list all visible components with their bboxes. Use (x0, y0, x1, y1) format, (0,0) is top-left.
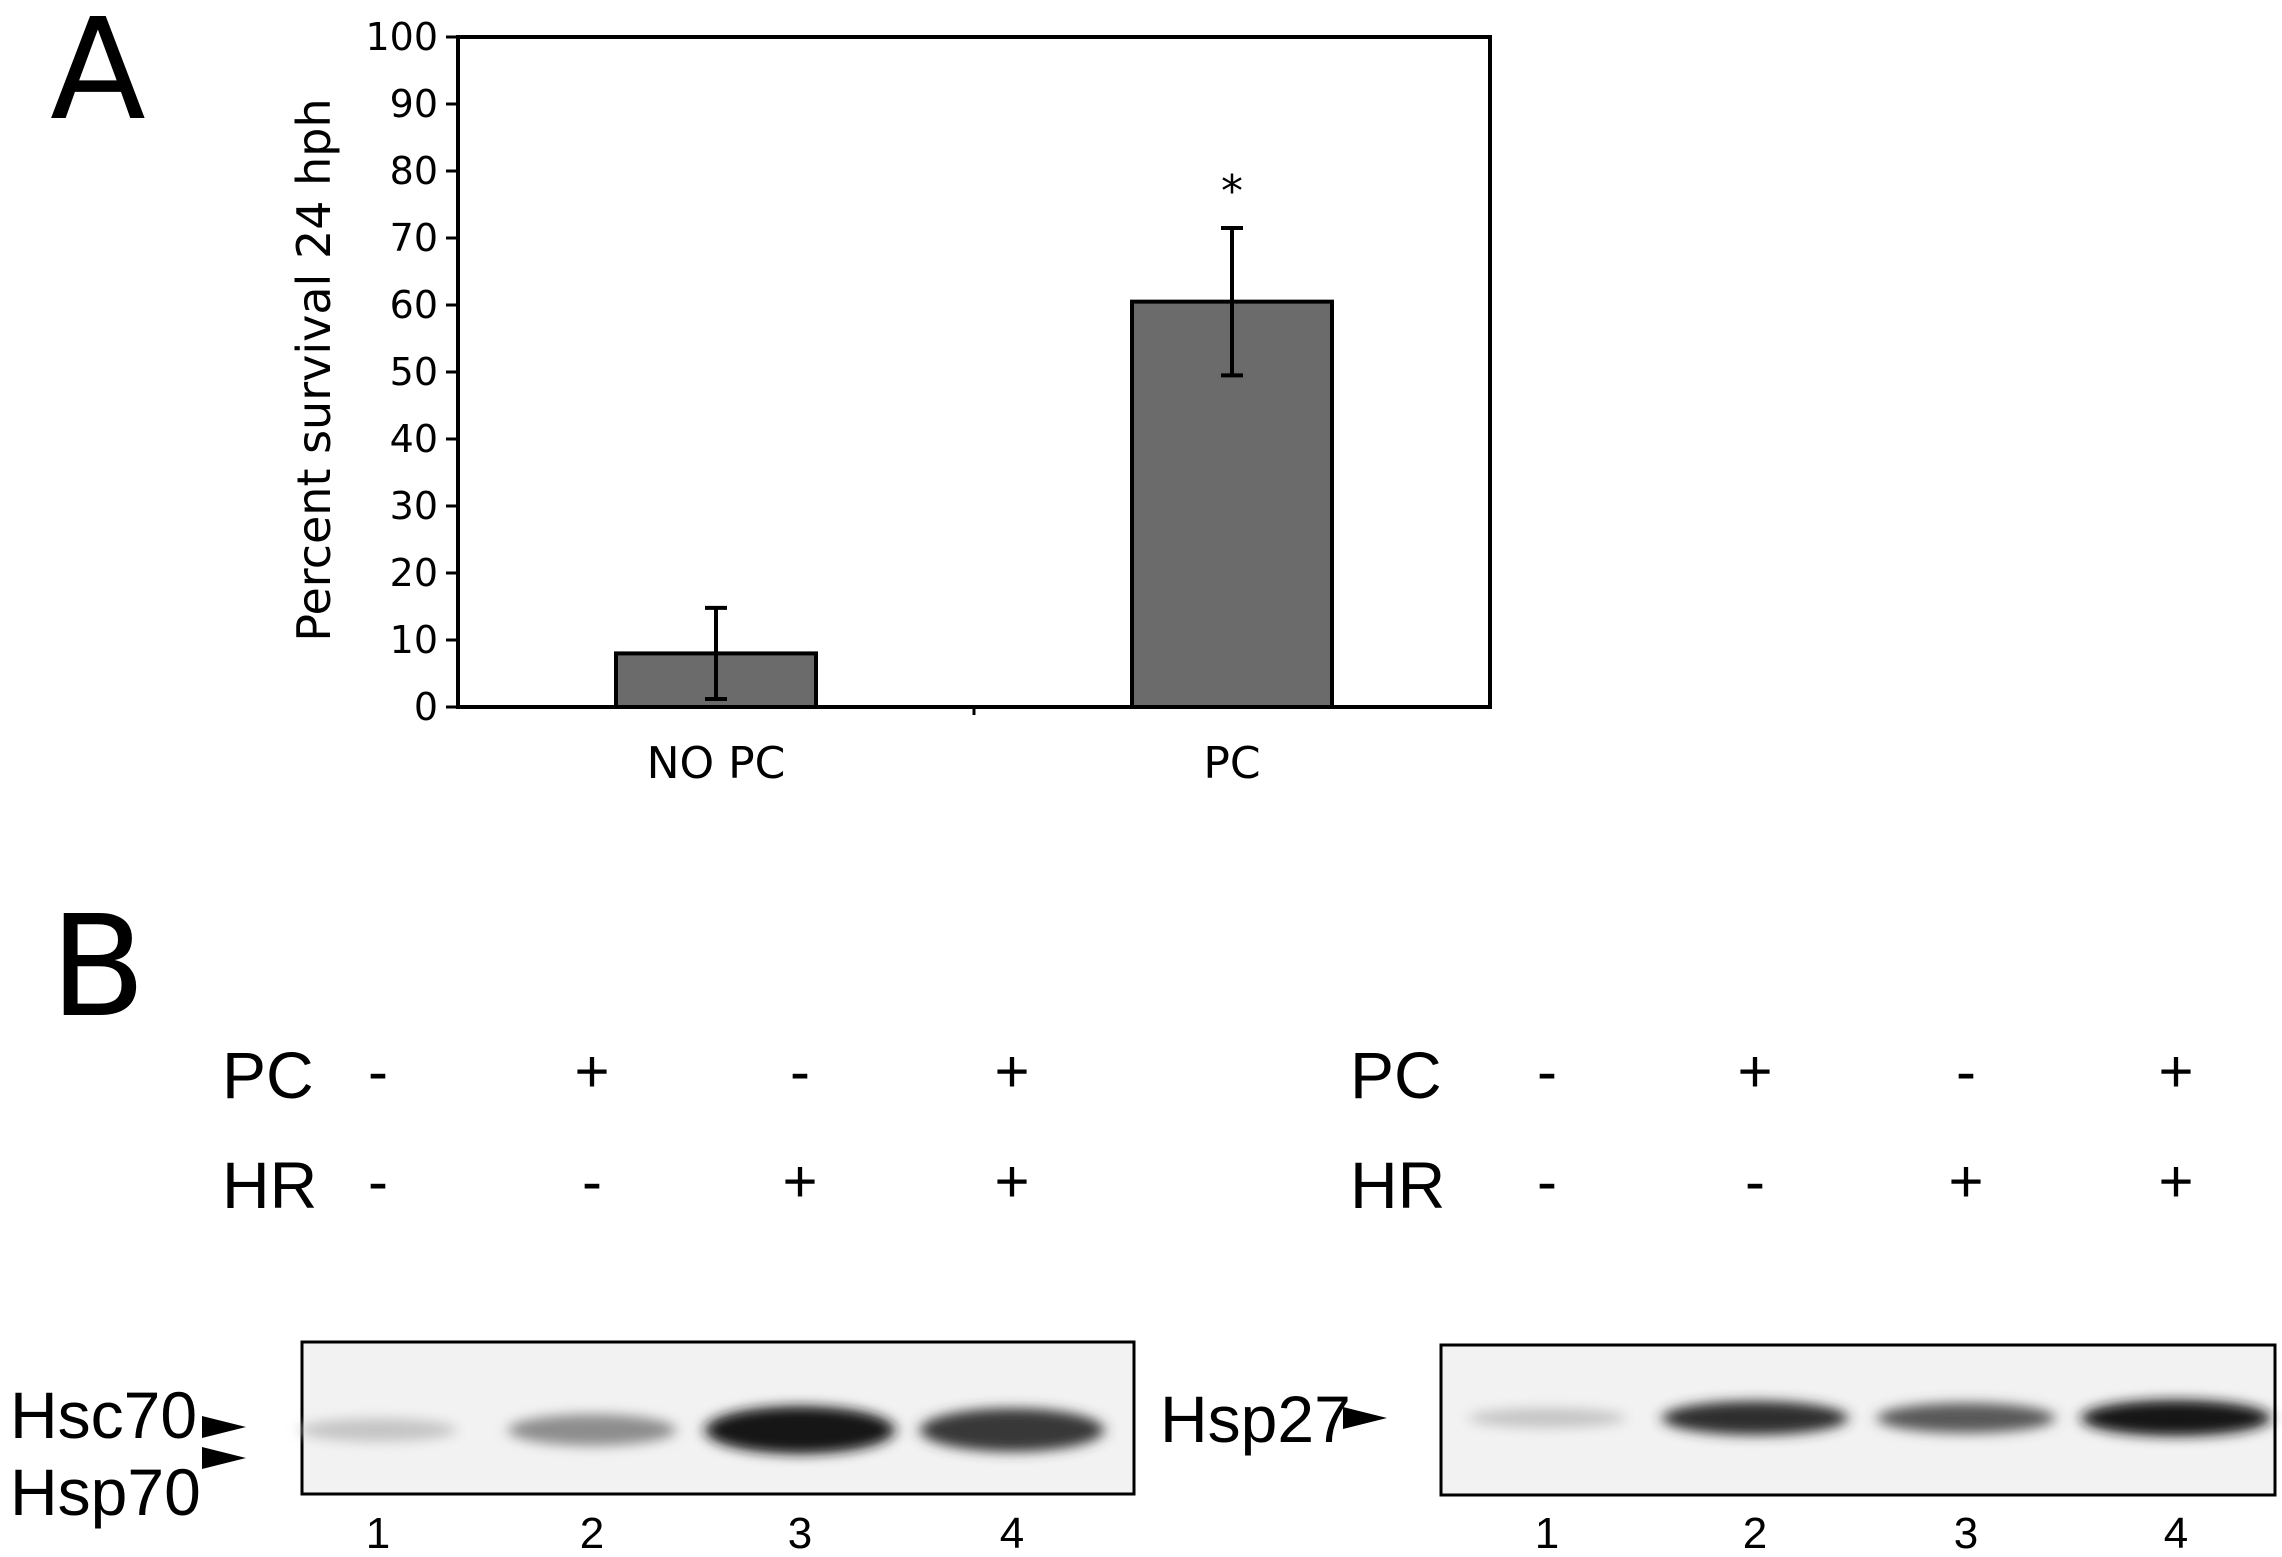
protein-label: Hsp27 (1160, 1382, 1351, 1456)
y-axis-label: Percent survival 24 hph (287, 98, 341, 641)
x-category-label: PC (1203, 738, 1260, 789)
lane-number: 1 (366, 1509, 390, 1557)
y-tick-label: 40 (390, 417, 438, 461)
y-tick-label: 20 (390, 551, 438, 595)
protein-band (299, 1418, 457, 1442)
condition-label: HR (222, 1148, 317, 1222)
y-tick-label: 90 (390, 82, 438, 126)
protein-band (1662, 1401, 1848, 1435)
lane-number: 3 (788, 1509, 812, 1557)
y-tick-label: 0 (414, 685, 438, 729)
condition-sign: + (994, 1038, 1029, 1105)
significance-marker: * (1221, 166, 1243, 217)
condition-sign: - (1956, 1038, 1976, 1105)
bars: * (614, 166, 1334, 710)
protein-band (2081, 1400, 2271, 1436)
lane-number: 1 (1535, 1509, 1559, 1557)
condition-sign: + (1948, 1148, 1983, 1215)
condition-sign: + (1737, 1038, 1772, 1105)
panel-b-label: B (50, 886, 146, 1049)
protein-band (508, 1414, 676, 1446)
protein-label: Hsp70 (10, 1455, 201, 1529)
protein-band (1468, 1408, 1626, 1428)
blot-hsp27: PC - + - + HR - - + + Hsp27 1 2 3 4 (1160, 1038, 2277, 1557)
protein-label: Hsc70 (10, 1378, 197, 1452)
condition-label: HR (1350, 1148, 1445, 1222)
condition-sign: - (1537, 1148, 1557, 1215)
survival-bar-chart: 0 10 20 30 40 50 60 70 80 90 100 NO PC PC * Percent… (287, 15, 1492, 789)
y-tick-label: 60 (390, 283, 438, 327)
condition-sign: - (1745, 1148, 1765, 1215)
x-axis-categories: NO PC PC (647, 707, 1261, 789)
condition-sign: + (574, 1038, 609, 1105)
lane-number: 4 (1000, 1509, 1024, 1557)
x-category-label: NO PC (647, 738, 786, 789)
y-axis-ticks: 0 10 20 30 40 50 60 70 80 90 100 (365, 15, 458, 729)
y-tick-label: 70 (390, 216, 438, 260)
band-arrow-icon (1343, 1407, 1387, 1429)
condition-sign: - (368, 1148, 388, 1215)
condition-sign: + (782, 1148, 817, 1215)
condition-sign: + (2158, 1038, 2193, 1105)
band-arrow-icon (202, 1416, 246, 1438)
condition-sign: - (368, 1038, 388, 1105)
condition-label: PC (222, 1038, 314, 1112)
panel-a-label: A (50, 0, 146, 152)
lane-number: 2 (580, 1509, 604, 1557)
condition-label: PC (1350, 1038, 1442, 1112)
protein-band (1877, 1403, 2055, 1433)
lane-number: 2 (1743, 1509, 1767, 1557)
condition-sign: - (1537, 1038, 1557, 1105)
y-tick-label: 10 (390, 618, 438, 662)
condition-sign: - (582, 1148, 602, 1215)
plot-frame (456, 35, 1492, 709)
y-tick-label: 50 (390, 350, 438, 394)
y-tick-label: 100 (365, 15, 438, 59)
protein-band (920, 1408, 1104, 1452)
lane-number: 3 (1954, 1509, 1978, 1557)
condition-sign: - (790, 1038, 810, 1105)
y-tick-label: 30 (390, 484, 438, 528)
protein-band (705, 1406, 895, 1454)
y-tick-label: 80 (390, 149, 438, 193)
lane-number: 4 (2164, 1509, 2188, 1557)
band-arrow-icon (202, 1447, 246, 1469)
condition-sign: + (2158, 1148, 2193, 1215)
condition-sign: + (994, 1148, 1029, 1215)
